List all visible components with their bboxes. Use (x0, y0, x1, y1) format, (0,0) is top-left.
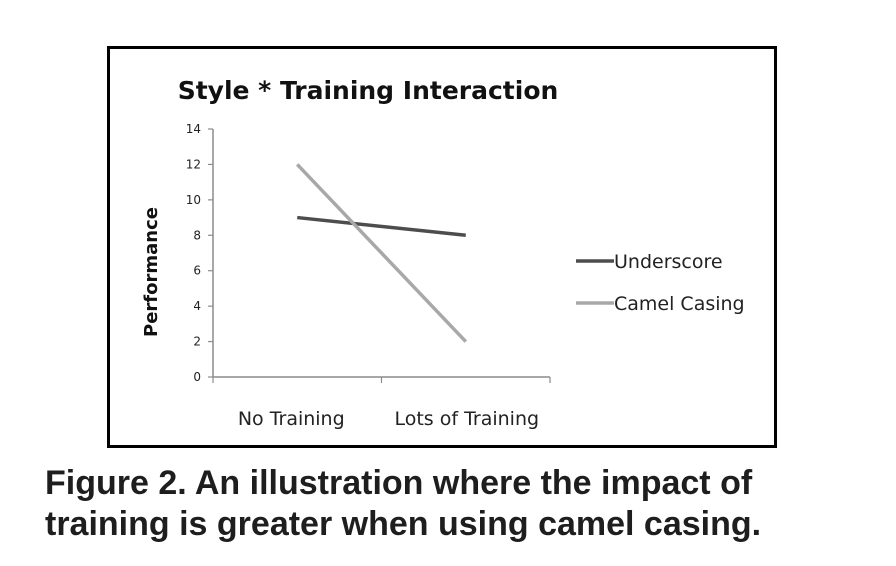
y-tick-label: 8 (193, 228, 201, 242)
legend-label: Camel Casing (614, 293, 745, 315)
y-tick-label: 6 (193, 264, 201, 278)
y-tick-label: 0 (193, 370, 201, 384)
y-tick-label: 4 (193, 299, 201, 313)
y-tick-label: 14 (186, 122, 201, 136)
x-category-label: Lots of Training (394, 408, 539, 430)
chart-title: Style * Training Interaction (178, 76, 559, 105)
legend-label: Underscore (614, 251, 723, 273)
x-category-label: No Training (238, 408, 345, 430)
y-tick-label: 12 (186, 157, 201, 171)
series-line-1 (297, 215, 466, 238)
figure-caption: Figure 2. An illustration where the impa… (45, 463, 875, 545)
y-axis-title: Performance (141, 207, 162, 337)
caption-line-1: Figure 2. An illustration where the impa… (45, 464, 753, 502)
line-chart: Style * Training Interaction Performance… (141, 76, 745, 430)
series-line-2 (295, 163, 468, 343)
y-tick-label: 10 (186, 193, 201, 207)
caption-line-2: training is greater when using camel cas… (45, 505, 762, 543)
y-tick-label: 2 (193, 335, 201, 349)
chart-frame: Style * Training Interaction Performance… (107, 46, 777, 448)
